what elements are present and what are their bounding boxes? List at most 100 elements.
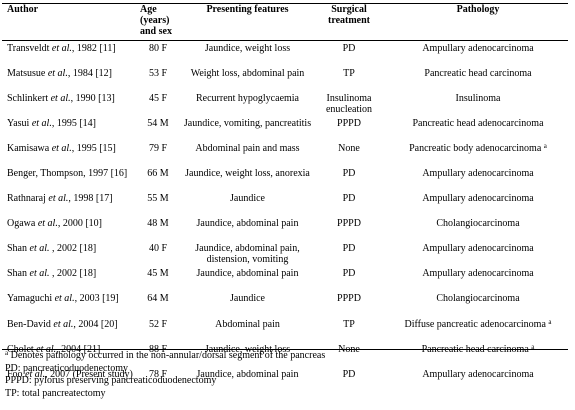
table-row: Shan et al. , 2002 [18] 45 M Jaundice, abd… <box>2 265 575 290</box>
cell-author: Matsusue et al., 1984 [12] <box>2 65 138 90</box>
cell-age-sex: 64 M <box>147 293 169 305</box>
cell-surgery: PPPD <box>337 218 361 230</box>
author-name: Shan <box>7 268 30 280</box>
author-citation: , 1990 [13] <box>70 93 115 105</box>
col-header-surgery: Surgical treatment <box>327 4 371 26</box>
pathology-text: Cholangiocarcinoma <box>436 293 520 305</box>
cell-author: Yamaguchi et al., 2003 [19] <box>2 290 138 315</box>
table-row: Yamaguchi et al., 2003 [19] 64 M Jaundice P… <box>2 290 575 315</box>
cell-surgery: TP <box>343 68 355 80</box>
col-header-features: Presenting features <box>206 4 289 15</box>
cell-surgery: PPPD <box>337 118 361 130</box>
footnote-marker: a <box>543 142 547 151</box>
pathology-text: Pancreatic head carcinoma <box>424 68 532 80</box>
author-etal: et al. <box>51 43 72 54</box>
cell-age-sex: 55 M <box>147 193 169 205</box>
cell-surgery: None <box>338 343 360 355</box>
author-citation: , 1998 [17] <box>68 193 113 205</box>
cell-age-sex: 52 F <box>148 318 168 330</box>
cell-age-sex: 53 F <box>148 68 168 80</box>
pathology-text: Insulinoma <box>455 93 501 105</box>
cell-features: Jaundice, abdominal pain <box>196 368 299 380</box>
cell-features: Jaundice, abdominal pain, distension, vo… <box>195 243 300 266</box>
cell-features: Abdominal pain and mass <box>195 143 300 155</box>
cell-author: Shan et al. , 2002 [18] <box>2 240 138 265</box>
cell-features: Jaundice, abdominal pain <box>196 218 299 230</box>
footnote-marker: a <box>531 342 535 351</box>
cell-features: Jaundice <box>230 193 265 205</box>
author-citation: , 2007 (Present study) <box>45 368 133 380</box>
cell-surgery: Insulinoma enucleation <box>325 93 373 116</box>
cell-author: Shan et al. , 2002 [18] <box>2 265 138 290</box>
author-citation: , 2002 [18] <box>49 268 97 280</box>
cell-features: Jaundice <box>230 293 265 305</box>
cell-author: Transveldt et al., 1982 [11] <box>2 40 138 65</box>
cell-age-sex: 45 F <box>148 93 168 105</box>
table-row: Matsusue et al., 1984 [12] 53 F Weight los… <box>2 65 575 90</box>
cell-pathology: Pancreatic head adenocarcinoma <box>381 115 575 140</box>
author-etal: et al. <box>47 68 68 80</box>
case-table: Author Age (years) and sex Presenting fe… <box>2 4 575 391</box>
author-name: Foo <box>7 368 26 380</box>
pathology-text: Cholangiocarcinoma <box>436 218 520 230</box>
table-row: Benger, Thompson, 1997 [16] 66 M Jaundice,… <box>2 165 575 190</box>
footnote-pd: PD: pancreaticoduodenectomy <box>5 362 129 374</box>
cell-pathology: Cholangiocarcinoma <box>381 215 575 240</box>
footnote-a-mark: a <box>5 349 9 357</box>
table-row: Ben-David et al., 2004 [20] 52 F Abdominal… <box>2 316 575 341</box>
cell-author: Ogawa et al., 2000 [10] <box>2 215 138 240</box>
cell-age-sex: 45 M <box>147 268 169 280</box>
cell-author: Rathnaraj et al., 1998 [17] <box>2 190 138 215</box>
cell-pathology: Ampullary adenocarcinoma <box>381 240 575 265</box>
cell-pathology: Ampullary adenocarcinoma <box>381 265 575 290</box>
cell-features: Recurrent hypoglycaemia <box>195 93 299 105</box>
author-name: Ben-David <box>7 318 54 330</box>
author-etal: et al. <box>29 268 50 280</box>
author-etal: et al. <box>25 368 46 380</box>
table-row: Transveldt et al., 1982 [11] 80 F Jaundice… <box>2 40 575 65</box>
col-header-age-sex: Age (years) and sex <box>140 4 172 37</box>
table-row: Yasui et al., 1995 [14] 54 M Jaundice, vom… <box>2 115 575 140</box>
author-etal: et al. <box>29 243 50 255</box>
col-header-pathology: Pathology <box>456 4 500 15</box>
cell-author: Ben-David et al., 2004 [20] <box>2 316 138 341</box>
cell-age-sex: 79 F <box>148 143 168 155</box>
cell-pathology: Ampullary adenocarcinoma <box>381 366 575 391</box>
author-etal: et al. <box>50 93 71 105</box>
table-row: Schlinkert et al., 1990 [13] 45 F Recurren… <box>2 90 575 115</box>
author-etal: et al. <box>51 143 72 155</box>
footnote-marker: a <box>548 317 552 326</box>
author-citation: , 2002 [18] <box>49 243 97 255</box>
cell-surgery: None <box>338 143 360 155</box>
cell-surgery: PD <box>342 168 356 180</box>
pathology-text: Ampullary adenocarcinoma <box>422 368 534 380</box>
cell-age-sex: 54 M <box>147 118 169 130</box>
author-citation: , 2004 [20] <box>73 318 118 330</box>
author-name: Matsusue <box>7 68 48 80</box>
pathology-text: Pancreatic body adenocarcinoma <box>409 143 542 155</box>
cell-surgery: PD <box>342 43 356 54</box>
cell-features: Jaundice, abdominal pain <box>196 268 299 280</box>
cell-pathology: Pancreatic head carcinoma <box>381 65 575 90</box>
author-citation: , 1984 [12] <box>67 68 113 80</box>
table-body: Transveldt et al., 1982 [11] 80 F Jaundice… <box>2 40 575 391</box>
author-name: Schlinkert <box>7 93 51 105</box>
header-rule <box>2 40 568 41</box>
cell-age-sex: 78 F <box>148 368 168 380</box>
cell-features: Jaundice, vomiting, pancreatitis <box>183 118 312 130</box>
pathology-text: Diffuse pancreatic adenocarcinoma <box>404 318 546 330</box>
author-name: Ogawa <box>7 218 38 230</box>
author-name: Shan <box>7 243 30 255</box>
table-row: Shan et al. , 2002 [18] 40 F Jaundice, abd… <box>2 240 575 265</box>
cell-surgery: PD <box>342 368 356 380</box>
author-name: Yasui <box>7 118 32 130</box>
cell-surgery: TP <box>343 318 355 330</box>
author-etal: et al. <box>54 293 75 305</box>
cell-pathology: Diffuse pancreatic adenocarcinoma a <box>381 316 575 341</box>
pathology-text: Ampullary adenocarcinoma <box>422 268 534 280</box>
cell-surgery: PD <box>342 243 356 255</box>
cell-author: Yasui et al., 1995 [14] <box>2 115 138 140</box>
author-citation: , 1995 [14] <box>51 118 97 130</box>
pathology-text: Ampullary adenocarcinoma <box>422 168 534 180</box>
author-etal: et al. <box>53 318 74 330</box>
